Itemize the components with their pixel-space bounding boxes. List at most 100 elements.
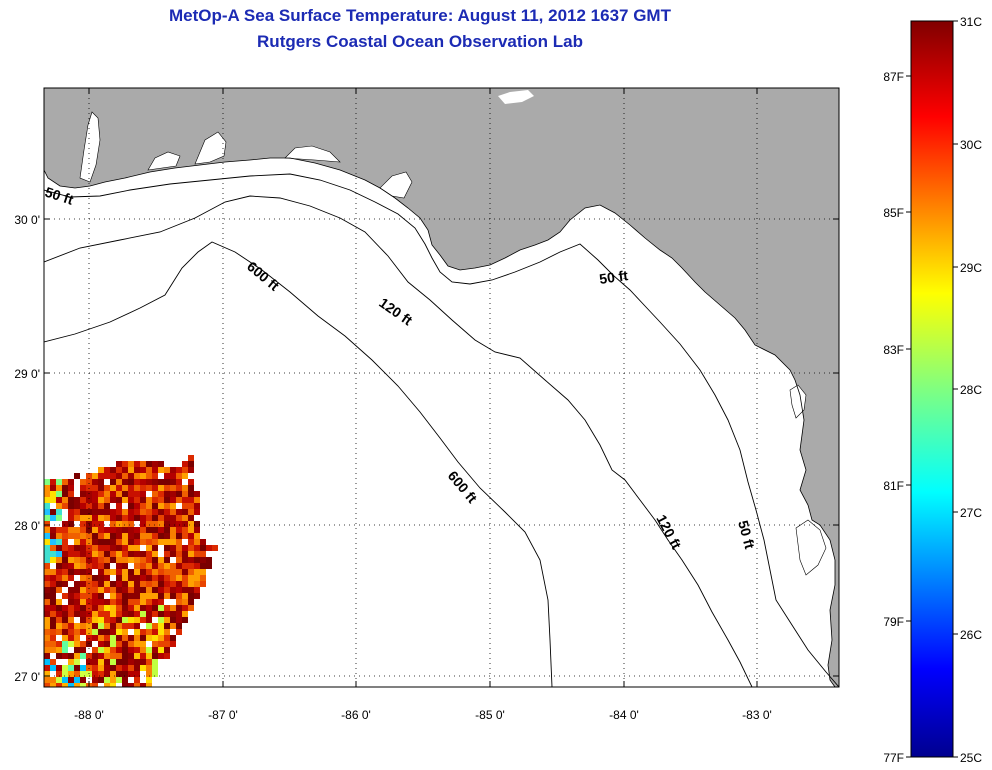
sst-pixel — [164, 617, 170, 623]
sst-pixel — [188, 479, 194, 485]
sst-pixel — [80, 533, 86, 539]
sst-pixel — [188, 461, 194, 467]
sst-pixel — [194, 533, 200, 539]
sst-pixel — [152, 491, 158, 497]
sst-pixel — [110, 557, 116, 563]
sst-pixel — [110, 641, 116, 647]
sst-pixel — [134, 605, 140, 611]
charlotte-harbor — [795, 519, 827, 576]
sst-pixel — [86, 509, 92, 515]
sst-pixel — [164, 491, 170, 497]
sst-pixel — [200, 575, 206, 581]
sst-pixel — [86, 473, 92, 479]
sst-pixel — [134, 611, 140, 617]
sst-pixel — [122, 485, 128, 491]
sst-pixel — [50, 587, 56, 593]
sst-pixel — [176, 527, 182, 533]
sst-pixel — [62, 653, 68, 659]
sst-pixel — [44, 569, 50, 575]
sst-pixel — [104, 515, 110, 521]
sst-pixel — [194, 575, 200, 581]
sst-pixel — [110, 671, 116, 677]
sst-pixel — [146, 461, 152, 467]
sst-pixel — [86, 497, 92, 503]
sst-pixel — [116, 659, 122, 665]
sst-pixel — [116, 641, 122, 647]
sst-pixel — [56, 581, 62, 587]
sst-pixel — [176, 581, 182, 587]
sst-pixel — [110, 551, 116, 557]
sst-pixel — [68, 653, 74, 659]
sst-pixel — [188, 545, 194, 551]
sst-pixel — [194, 545, 200, 551]
sst-pixel — [98, 659, 104, 665]
sst-pixel — [146, 659, 152, 665]
sst-pixel — [152, 503, 158, 509]
sst-pixel — [158, 623, 164, 629]
st-andrew-bay — [284, 145, 341, 163]
isobath-600ft — [44, 241, 553, 687]
sst-pixel — [134, 665, 140, 671]
sst-pixel — [116, 653, 122, 659]
sst-pixel — [98, 617, 104, 623]
sst-pixel — [122, 467, 128, 473]
sst-pixel — [158, 617, 164, 623]
sst-pixel — [158, 461, 164, 467]
sst-pixel — [122, 521, 128, 527]
sst-pixel — [56, 599, 62, 605]
sst-pixel — [44, 557, 50, 563]
sst-pixel — [92, 533, 98, 539]
sst-pixel — [200, 569, 206, 575]
sst-pixel — [188, 455, 194, 461]
sst-pixel — [80, 605, 86, 611]
sst-pixel — [122, 545, 128, 551]
sst-pixel — [86, 659, 92, 665]
label-50ft-mid: 50 ft — [598, 267, 629, 287]
sst-pixel — [164, 593, 170, 599]
sst-pixel — [56, 587, 62, 593]
sst-pixel — [110, 623, 116, 629]
sst-pixel — [122, 629, 128, 635]
sst-pixel — [74, 497, 80, 503]
sst-pixel — [116, 623, 122, 629]
sst-pixel — [146, 527, 152, 533]
sst-pixel — [74, 599, 80, 605]
sst-pixel — [68, 497, 74, 503]
sst-pixel — [68, 635, 74, 641]
sst-pixel — [134, 683, 140, 687]
sst-pixel — [146, 485, 152, 491]
sst-pixel — [158, 515, 164, 521]
colorbar-f-label: 77F — [883, 751, 904, 765]
sst-pixel — [164, 545, 170, 551]
sst-pixel — [44, 509, 50, 515]
sst-pixel — [140, 563, 146, 569]
sst-pixel — [80, 569, 86, 575]
sst-pixel — [50, 665, 56, 671]
sst-pixel — [44, 563, 50, 569]
sst-pixel — [140, 509, 146, 515]
sst-pixel — [164, 515, 170, 521]
sst-pixel — [62, 635, 68, 641]
sst-pixel — [158, 575, 164, 581]
sst-pixel — [146, 545, 152, 551]
sst-pixel — [56, 545, 62, 551]
sst-pixel — [44, 611, 50, 617]
sst-pixel — [98, 581, 104, 587]
sst-pixel — [86, 617, 92, 623]
sst-pixel — [194, 497, 200, 503]
sst-pixel — [44, 575, 50, 581]
sst-pixel — [182, 563, 188, 569]
sst-pixel — [92, 503, 98, 509]
sst-pixel — [62, 491, 68, 497]
sst-pixel — [86, 629, 92, 635]
sst-pixel — [188, 503, 194, 509]
sst-pixel — [80, 515, 86, 521]
sst-pixel — [194, 563, 200, 569]
sst-pixel — [68, 593, 74, 599]
sst-pixel — [158, 581, 164, 587]
sst-pixel — [86, 599, 92, 605]
sst-pixel — [122, 491, 128, 497]
sst-pixel — [140, 503, 146, 509]
sst-pixel — [110, 533, 116, 539]
sst-pixel — [80, 557, 86, 563]
